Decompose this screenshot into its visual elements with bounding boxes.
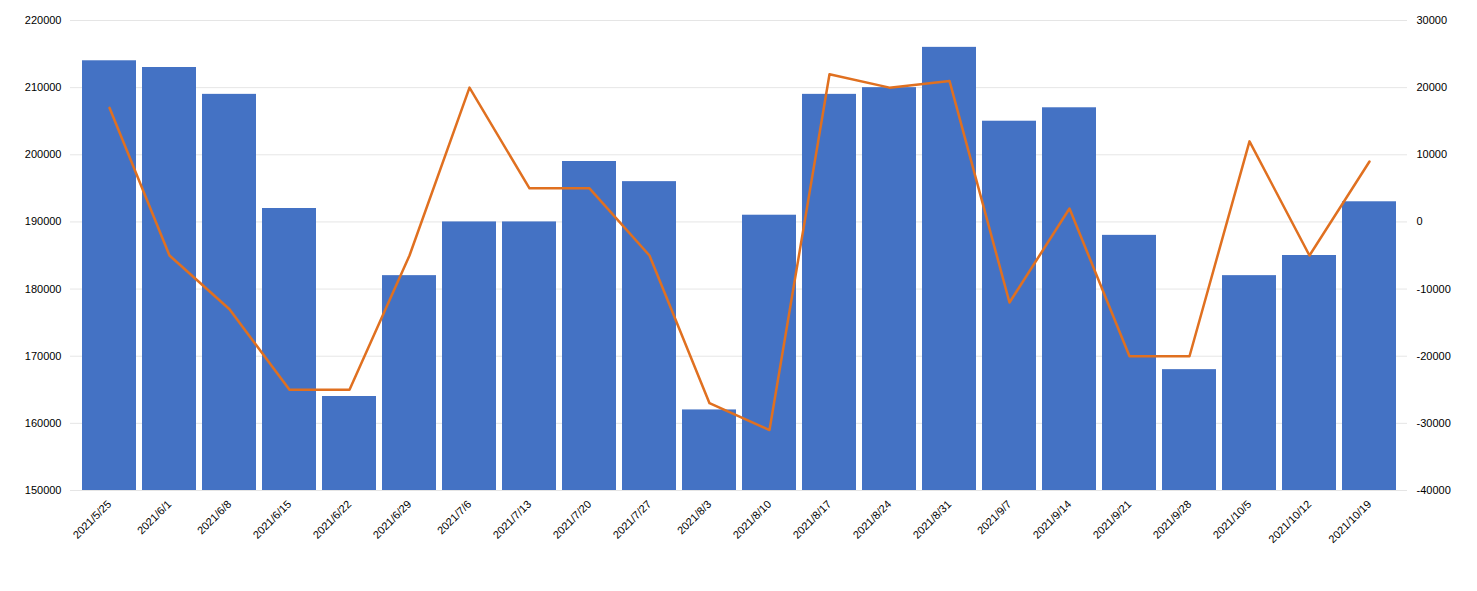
svg-text:-10000: -10000 [1417, 283, 1451, 295]
svg-text:2021/7/13: 2021/7/13 [490, 498, 533, 541]
svg-text:200000: 200000 [25, 148, 62, 160]
svg-text:30000: 30000 [1417, 14, 1448, 26]
svg-text:190000: 190000 [25, 215, 62, 227]
svg-text:2021/7/20: 2021/7/20 [550, 498, 593, 541]
svg-text:10000: 10000 [1417, 148, 1448, 160]
svg-text:20000: 20000 [1417, 81, 1448, 93]
svg-text:2021/10/19: 2021/10/19 [1326, 498, 1373, 545]
svg-text:-40000: -40000 [1417, 484, 1451, 496]
svg-text:2021/5/25: 2021/5/25 [70, 498, 113, 541]
svg-text:2021/6/15: 2021/6/15 [250, 498, 293, 541]
svg-text:2021/10/12: 2021/10/12 [1266, 498, 1313, 545]
svg-text:150000: 150000 [25, 484, 62, 496]
svg-text:2021/9/14: 2021/9/14 [1030, 498, 1073, 541]
svg-text:2021/7/6: 2021/7/6 [435, 498, 474, 537]
svg-text:0: 0 [1417, 215, 1423, 227]
svg-text:2021/8/10: 2021/8/10 [730, 498, 773, 541]
svg-text:160000: 160000 [25, 417, 62, 429]
svg-text:2021/8/24: 2021/8/24 [850, 498, 893, 541]
svg-text:180000: 180000 [25, 283, 62, 295]
svg-text:2021/6/22: 2021/6/22 [310, 498, 353, 541]
svg-text:2021/6/8: 2021/6/8 [195, 498, 234, 537]
svg-text:2021/10/5: 2021/10/5 [1210, 498, 1253, 541]
svg-text:2021/8/17: 2021/8/17 [790, 498, 833, 541]
svg-text:170000: 170000 [25, 350, 62, 362]
svg-text:220000: 220000 [25, 14, 62, 26]
svg-text:2021/9/7: 2021/9/7 [975, 498, 1014, 537]
svg-text:210000: 210000 [25, 81, 62, 93]
svg-text:2021/8/31: 2021/8/31 [910, 498, 953, 541]
svg-text:2021/9/21: 2021/9/21 [1090, 498, 1133, 541]
svg-text:-30000: -30000 [1417, 417, 1451, 429]
svg-text:2021/8/3: 2021/8/3 [675, 498, 714, 537]
svg-text:2021/6/1: 2021/6/1 [135, 498, 174, 537]
svg-text:-20000: -20000 [1417, 350, 1451, 362]
svg-text:2021/7/27: 2021/7/27 [610, 498, 653, 541]
svg-text:2021/9/28: 2021/9/28 [1150, 498, 1193, 541]
svg-text:2021/6/29: 2021/6/29 [370, 498, 413, 541]
